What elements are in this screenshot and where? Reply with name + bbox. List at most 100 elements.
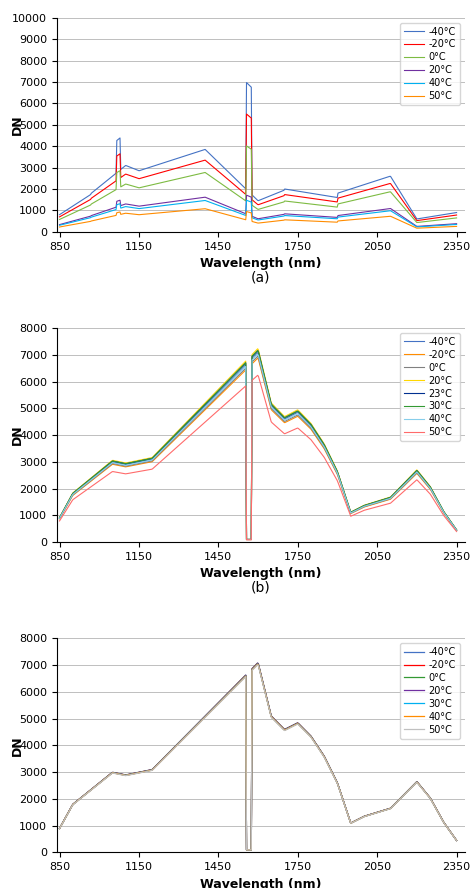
- 20°C: [248, 192, 254, 202]
- -20°C: [273, 409, 279, 420]
- Line: 30°C: 30°C: [60, 664, 456, 850]
- 50°C: [248, 844, 254, 855]
- 50°C: [446, 221, 451, 232]
- 40°C: [295, 408, 301, 419]
- -40°C: [446, 824, 451, 835]
- Legend: -40°C, -20°C, 0°C, 20°C, 23°C, 30°C, 40°C, 50°C: -40°C, -20°C, 0°C, 20°C, 23°C, 30°C, 40°…: [400, 333, 460, 441]
- 40°C: [383, 206, 389, 217]
- -20°C: [248, 844, 254, 855]
- -20°C: [454, 210, 459, 220]
- 50°C: [454, 527, 459, 537]
- 20°C: [454, 835, 459, 845]
- Y-axis label: DN: DN: [11, 115, 24, 135]
- 30°C: [244, 534, 249, 544]
- 50°C: [384, 805, 390, 815]
- 0°C: [246, 844, 252, 855]
- 0°C: [454, 525, 459, 535]
- -20°C: [244, 844, 249, 855]
- 30°C: [248, 534, 254, 544]
- 20°C: [57, 512, 63, 523]
- 40°C: [248, 535, 254, 545]
- 40°C: [446, 219, 451, 230]
- -20°C: [273, 194, 278, 204]
- 20°C: [295, 405, 301, 416]
- 50°C: [295, 423, 301, 433]
- 30°C: [384, 494, 390, 504]
- 40°C: [454, 219, 459, 230]
- 50°C: [273, 216, 278, 226]
- 50°C: [255, 660, 261, 670]
- 0°C: [273, 716, 279, 726]
- Line: -40°C: -40°C: [60, 83, 456, 218]
- 23°C: [57, 512, 63, 523]
- 0°C: [255, 658, 261, 669]
- -40°C: [273, 405, 279, 416]
- -20°C: [295, 718, 301, 728]
- 40°C: [57, 513, 63, 524]
- 20°C: [248, 844, 254, 855]
- 40°C: [295, 718, 301, 729]
- 20°C: [255, 344, 261, 354]
- -40°C: [244, 77, 249, 88]
- 0°C: [57, 823, 63, 834]
- 30°C: [295, 406, 301, 416]
- -40°C: [244, 534, 249, 544]
- -20°C: [248, 113, 254, 123]
- 0°C: [244, 535, 249, 545]
- 30°C: [57, 512, 63, 523]
- 0°C: [415, 218, 420, 228]
- Line: -40°C: -40°C: [60, 353, 456, 539]
- -40°C: [295, 718, 301, 728]
- -40°C: [384, 494, 390, 504]
- 20°C: [246, 534, 252, 544]
- 50°C: [383, 211, 389, 222]
- 0°C: [446, 824, 451, 835]
- 30°C: [244, 844, 249, 855]
- -40°C: [454, 835, 459, 845]
- 20°C: [244, 844, 249, 855]
- Line: 40°C: 40°C: [60, 201, 456, 226]
- Line: -40°C: -40°C: [60, 663, 456, 850]
- 20°C: [255, 658, 261, 669]
- 40°C: [255, 349, 261, 360]
- 0°C: [384, 805, 390, 815]
- 20°C: [273, 210, 278, 221]
- 40°C: [384, 805, 390, 815]
- 50°C: [202, 203, 208, 214]
- 40°C: [415, 221, 420, 232]
- 0°C: [57, 214, 63, 225]
- 30°C: [255, 345, 261, 356]
- 30°C: [57, 823, 63, 834]
- 30°C: [446, 824, 451, 835]
- 23°C: [248, 534, 254, 544]
- 20°C: [246, 191, 252, 202]
- -20°C: [454, 835, 459, 845]
- Line: 20°C: 20°C: [60, 195, 456, 226]
- 30°C: [273, 404, 279, 415]
- X-axis label: Wavelength (nm): Wavelength (nm): [200, 257, 321, 270]
- 0°C: [383, 187, 389, 198]
- -20°C: [384, 496, 390, 506]
- 20°C: [248, 534, 254, 544]
- Line: 23°C: 23°C: [60, 351, 456, 539]
- -40°C: [57, 210, 63, 220]
- 40°C: [246, 196, 252, 207]
- -20°C: [57, 513, 63, 524]
- 40°C: [273, 407, 279, 417]
- 20°C: [295, 718, 301, 729]
- 40°C: [244, 195, 249, 206]
- 23°C: [246, 534, 252, 544]
- 50°C: [384, 499, 390, 510]
- 0°C: [57, 513, 63, 524]
- -40°C: [246, 534, 252, 544]
- 20°C: [246, 844, 252, 855]
- 50°C: [244, 844, 249, 855]
- -20°C: [446, 824, 451, 835]
- 23°C: [244, 534, 249, 544]
- -20°C: [273, 716, 279, 726]
- 30°C: [446, 513, 451, 524]
- 50°C: [57, 222, 63, 233]
- 50°C: [248, 208, 254, 218]
- 0°C: [248, 144, 254, 155]
- Y-axis label: DN: DN: [11, 735, 24, 756]
